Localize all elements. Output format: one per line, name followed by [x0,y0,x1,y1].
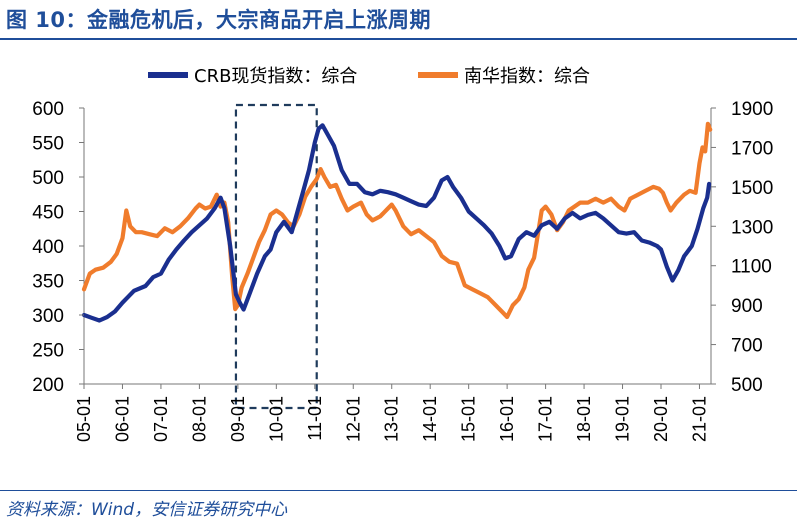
x-tick-label: 05-01 [74,396,94,442]
chart: CRB现货指数：综合 南华指数：综合 200 250 300 350 400 450 500… [32,66,773,442]
left-tick-label: 550 [32,134,64,155]
x-tick-label: 14-01 [420,396,440,442]
x-tick-label: 19-01 [613,396,633,442]
x-tick-label: 13-01 [382,396,402,442]
left-tick-label: 250 [32,341,64,362]
x-tick-label: 08-01 [189,396,209,442]
x-tick-label: 17-01 [536,396,556,442]
series-line-nanhua [81,121,713,320]
series-line-crb [81,123,712,323]
legend-label-crb: CRB现货指数：综合 [194,66,357,87]
x-tick-label: 15-01 [459,396,479,442]
series-lines [81,121,713,323]
source-rule [0,490,797,491]
highlight-rect [234,103,318,410]
right-tick-label: 1700 [731,138,773,159]
source-note: 资料来源：Wind，安信证券研究中心 [6,500,288,520]
legend-label-nanhua: 南华指数：综合 [464,66,590,87]
x-axis-ticks: 05-01 06-01 07-01 08-01 09-01 10-01 11-01 12-01… [74,384,709,442]
title-rule [0,38,797,40]
x-tick-label: 16-01 [497,396,517,442]
right-axis-ticks: 500 700 900 1100 1300 1500 1700 1900 [711,99,773,396]
x-tick-label: 18-01 [574,396,594,442]
right-tick-label: 700 [731,336,763,357]
right-tick-label: 1300 [731,217,773,238]
left-tick-label: 300 [32,306,64,327]
left-tick-label: 500 [32,168,64,189]
figure-title: 图 10：金融危机后，大宗商品开启上涨周期 [6,8,432,32]
x-tick-label: 21-01 [689,396,709,442]
x-tick-label: 10-01 [266,396,286,442]
left-tick-label: 400 [32,237,64,258]
right-tick-label: 1900 [731,99,773,120]
right-tick-label: 1100 [731,257,772,278]
x-tick-label: 11-01 [305,396,325,441]
x-tick-label: 07-01 [151,396,171,442]
left-tick-label: 200 [32,375,64,396]
left-tick-label: 450 [32,203,64,224]
left-axis-ticks: 200 250 300 350 400 450 500 550 600 [32,99,84,396]
right-tick-label: 500 [731,375,763,396]
left-tick-label: 350 [32,272,64,293]
highlight-box [234,103,318,410]
right-tick-label: 1500 [731,178,773,199]
right-tick-label: 900 [731,296,763,317]
x-tick-label: 12-01 [343,396,363,442]
x-tick-label: 09-01 [228,396,248,442]
legend: CRB现货指数：综合 南华指数：综合 [148,66,590,87]
x-tick-label: 20-01 [651,396,671,442]
left-tick-label: 600 [32,99,64,120]
x-tick-label: 06-01 [112,396,132,442]
